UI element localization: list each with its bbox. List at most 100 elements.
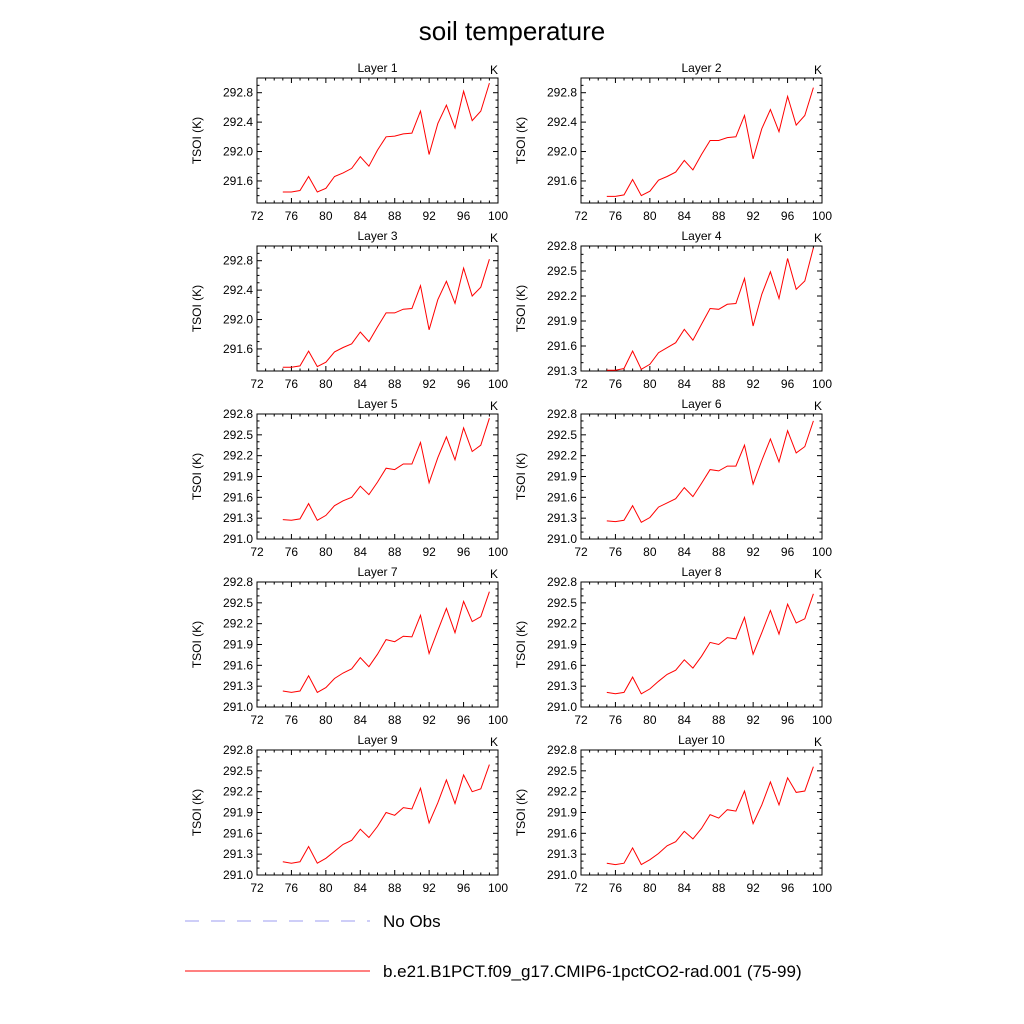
x-tick-label: 88 (388, 545, 402, 559)
y-tick-label: 291.3 (547, 511, 577, 525)
panel-layer-2: 72 76 80 84 88 92 96 100 291.6 292.0 292.4 292.8 Lay… (514, 61, 832, 223)
x-tick-label: 72 (574, 545, 588, 559)
x-tick-label: 84 (678, 713, 692, 727)
units-label: K (490, 567, 498, 581)
x-tick-label: 88 (388, 881, 402, 895)
x-tick-label: 72 (250, 545, 264, 559)
panel-layer-3: 72 76 80 84 88 92 96 100 291.6 292.0 292.4 292.8 Lay… (190, 229, 508, 391)
y-tick-label: 291.6 (547, 490, 577, 504)
y-tick-label: 291.6 (223, 490, 253, 504)
x-tick-label: 80 (319, 545, 333, 559)
y-tick-label: 292.2 (547, 289, 577, 303)
series-line (606, 247, 814, 371)
x-tick-label: 88 (712, 713, 726, 727)
x-tick-label: 80 (643, 881, 657, 895)
x-tick-label: 72 (574, 713, 588, 727)
x-tick-label: 88 (712, 881, 726, 895)
y-tick-label: 292.2 (223, 785, 253, 799)
x-tick-label: 88 (712, 209, 726, 223)
panel-layer-6: 72 76 80 84 88 92 96 100 291.0 291.3 291.6 291.9 292… (514, 397, 832, 559)
panel-title: Layer 10 (678, 733, 725, 747)
y-tick-label: 292.5 (223, 428, 253, 442)
x-tick-label: 96 (457, 713, 471, 727)
x-tick-label: 92 (422, 545, 436, 559)
y-axis-label: TSOI (K) (190, 453, 204, 500)
y-tick-label: 292.8 (223, 86, 253, 100)
x-tick-label: 100 (488, 209, 508, 223)
panel-title: Layer 5 (357, 397, 397, 411)
y-tick-label: 291.3 (547, 679, 577, 693)
x-tick-label: 80 (319, 713, 333, 727)
legend-label-no-obs: No Obs (383, 912, 441, 931)
y-tick-label: 292.8 (547, 575, 577, 589)
x-tick-label: 84 (678, 209, 692, 223)
units-label: K (490, 231, 498, 245)
x-tick-label: 76 (285, 713, 299, 727)
y-tick-label: 291.6 (547, 826, 577, 840)
y-tick-label: 291.3 (223, 679, 253, 693)
x-tick-label: 96 (457, 545, 471, 559)
x-tick-label: 96 (781, 377, 795, 391)
units-label: K (814, 735, 822, 749)
plot-frame (580, 413, 823, 540)
y-tick-label: 291.0 (223, 868, 253, 882)
x-tick-label: 80 (319, 209, 333, 223)
x-tick-label: 76 (609, 209, 623, 223)
y-tick-label: 292.4 (547, 115, 577, 129)
x-tick-label: 100 (488, 713, 508, 727)
x-tick-label: 96 (781, 209, 795, 223)
y-axis-label: TSOI (K) (514, 789, 528, 836)
y-tick-label: 291.6 (223, 342, 253, 356)
x-tick-label: 80 (643, 209, 657, 223)
y-tick-label: 291.6 (223, 826, 253, 840)
y-tick-label: 292.5 (547, 764, 577, 778)
units-label: K (490, 63, 498, 77)
units-label: K (490, 399, 498, 413)
x-tick-label: 84 (354, 713, 368, 727)
y-tick-label: 291.3 (223, 511, 253, 525)
x-tick-label: 84 (678, 545, 692, 559)
x-tick-label: 72 (250, 713, 264, 727)
x-tick-label: 92 (422, 713, 436, 727)
y-tick-label: 292.2 (223, 449, 253, 463)
y-tick-label: 292.8 (547, 86, 577, 100)
y-tick-label: 291.0 (547, 868, 577, 882)
y-tick-label: 291.6 (547, 339, 577, 353)
x-tick-label: 100 (812, 713, 832, 727)
plot-frame (580, 749, 823, 876)
y-tick-label: 292.8 (547, 239, 577, 253)
x-tick-label: 92 (746, 209, 760, 223)
y-tick-label: 291.0 (223, 700, 253, 714)
y-tick-label: 292.5 (223, 764, 253, 778)
panel-title: Layer 8 (681, 565, 721, 579)
y-tick-label: 292.8 (547, 407, 577, 421)
x-tick-label: 100 (812, 881, 832, 895)
panel-layer-8: 72 76 80 84 88 92 96 100 291.0 291.3 291.6 291.9 292… (514, 565, 832, 727)
x-tick-label: 92 (746, 881, 760, 895)
x-tick-label: 76 (285, 209, 299, 223)
series-line (606, 593, 814, 695)
x-tick-label: 72 (250, 377, 264, 391)
chart-title: soil temperature (419, 16, 605, 46)
y-tick-label: 292.0 (547, 145, 577, 159)
x-tick-label: 96 (457, 209, 471, 223)
y-tick-label: 292.4 (223, 283, 253, 297)
x-tick-label: 92 (746, 545, 760, 559)
x-tick-label: 72 (250, 881, 264, 895)
x-tick-label: 100 (812, 209, 832, 223)
x-tick-label: 84 (354, 881, 368, 895)
x-tick-label: 76 (285, 545, 299, 559)
x-tick-label: 96 (457, 881, 471, 895)
x-tick-label: 76 (285, 881, 299, 895)
plot-frame (256, 581, 499, 708)
panel-layer-1: 72 76 80 84 88 92 96 100 291.6 292.0 292.4 292.8 Lay… (190, 61, 508, 223)
y-tick-label: 292.8 (547, 743, 577, 757)
x-tick-label: 92 (422, 881, 436, 895)
x-tick-label: 88 (388, 209, 402, 223)
x-tick-label: 100 (488, 881, 508, 895)
y-axis-label: TSOI (K) (190, 285, 204, 332)
x-tick-label: 80 (643, 545, 657, 559)
panel-title: Layer 6 (681, 397, 721, 411)
panel-title: Layer 1 (357, 61, 397, 75)
y-tick-label: 291.9 (547, 806, 577, 820)
